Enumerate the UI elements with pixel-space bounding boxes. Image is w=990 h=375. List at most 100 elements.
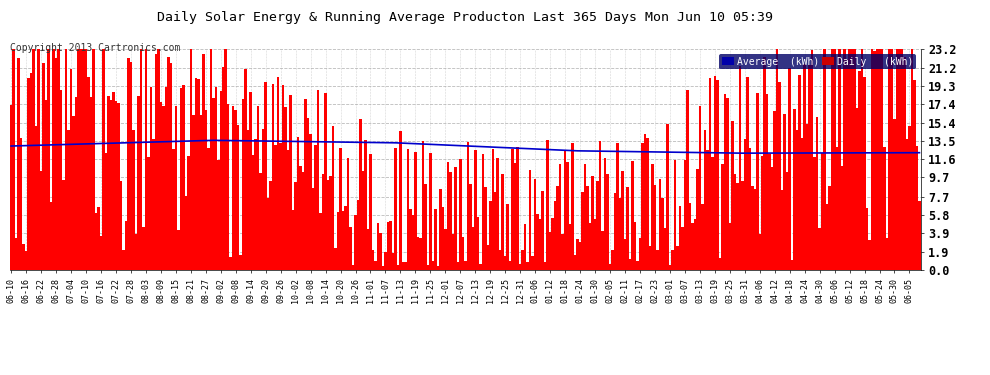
Bar [512, 149, 514, 270]
Bar [494, 192, 497, 270]
Bar [294, 182, 297, 270]
Bar [768, 154, 771, 270]
Bar [342, 211, 345, 270]
Bar [77, 49, 80, 270]
Bar [354, 215, 356, 270]
Bar [289, 95, 292, 270]
Bar [407, 149, 409, 270]
Bar [679, 206, 681, 270]
Bar [873, 51, 876, 270]
Bar [432, 261, 434, 270]
Bar [858, 71, 861, 270]
Bar [361, 171, 364, 270]
Bar [517, 147, 519, 270]
Bar [419, 238, 422, 270]
Bar [646, 138, 648, 270]
Bar [245, 69, 247, 270]
Bar [691, 223, 694, 270]
Bar [112, 93, 115, 270]
Bar [95, 213, 97, 270]
Bar [853, 49, 855, 270]
Bar [841, 166, 843, 270]
Bar [18, 58, 20, 270]
Bar [656, 250, 658, 270]
Bar [167, 57, 169, 270]
Bar [706, 150, 709, 270]
Bar [748, 148, 751, 270]
Bar [115, 101, 117, 270]
Bar [192, 115, 195, 270]
Bar [502, 174, 504, 270]
Bar [821, 153, 824, 270]
Bar [309, 134, 312, 270]
Bar [632, 161, 634, 270]
Bar [135, 234, 138, 270]
Bar [484, 187, 486, 270]
Legend: Average  (kWh), Daily   (kWh): Average (kWh), Daily (kWh) [720, 54, 916, 69]
Bar [793, 110, 796, 270]
Bar [634, 222, 637, 270]
Bar [719, 258, 721, 270]
Bar [566, 162, 569, 270]
Bar [681, 226, 684, 270]
Bar [330, 176, 332, 270]
Bar [279, 143, 282, 270]
Bar [658, 180, 661, 270]
Bar [644, 134, 646, 270]
Bar [85, 49, 87, 270]
Bar [519, 264, 522, 270]
Bar [62, 180, 64, 270]
Bar [839, 49, 841, 270]
Bar [59, 90, 62, 270]
Bar [696, 169, 699, 270]
Bar [883, 147, 886, 270]
Bar [145, 49, 148, 270]
Bar [546, 140, 548, 270]
Bar [479, 264, 481, 270]
Bar [845, 59, 848, 270]
Bar [791, 260, 793, 270]
Bar [742, 181, 743, 270]
Bar [349, 227, 351, 270]
Bar [317, 90, 320, 270]
Bar [40, 171, 43, 270]
Bar [262, 129, 264, 270]
Bar [440, 189, 442, 270]
Bar [138, 96, 140, 270]
Bar [850, 49, 853, 270]
Bar [371, 251, 374, 270]
Bar [816, 117, 819, 270]
Bar [886, 238, 888, 270]
Bar [179, 88, 182, 270]
Bar [249, 92, 251, 270]
Bar [491, 148, 494, 270]
Bar [225, 49, 227, 270]
Bar [866, 208, 868, 270]
Bar [661, 198, 663, 270]
Bar [469, 184, 471, 270]
Bar [169, 63, 172, 270]
Bar [781, 190, 783, 270]
Bar [843, 49, 845, 270]
Bar [162, 106, 164, 270]
Bar [297, 137, 299, 270]
Bar [599, 141, 601, 270]
Bar [637, 261, 639, 270]
Bar [648, 246, 651, 270]
Bar [389, 220, 392, 270]
Bar [461, 237, 464, 270]
Bar [522, 250, 524, 270]
Bar [642, 143, 644, 270]
Bar [272, 84, 274, 270]
Bar [689, 203, 691, 270]
Bar [481, 153, 484, 270]
Bar [824, 49, 826, 270]
Bar [149, 87, 152, 270]
Bar [684, 160, 686, 270]
Bar [542, 191, 544, 270]
Bar [629, 259, 632, 270]
Bar [778, 82, 781, 270]
Bar [125, 221, 127, 270]
Bar [87, 77, 90, 270]
Bar [148, 156, 149, 270]
